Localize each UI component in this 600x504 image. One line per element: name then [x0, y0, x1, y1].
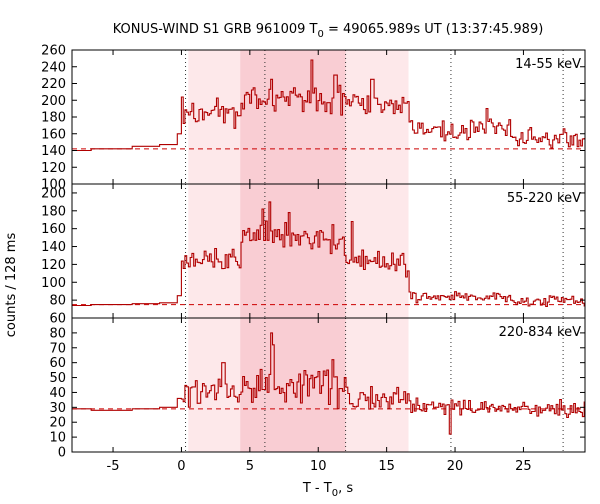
y-tick-label: 10 — [49, 431, 66, 446]
y-tick-label: 80 — [49, 294, 66, 309]
y-axis-label: counts / 128 ms — [4, 233, 19, 338]
x-tick-label: 0 — [177, 459, 185, 474]
y-tick-label: 160 — [41, 127, 66, 142]
y-tick-label: 120 — [41, 161, 66, 176]
y-tick-label: 20 — [49, 416, 66, 431]
y-tick-label: 50 — [49, 371, 66, 386]
y-tick-label: 180 — [41, 111, 66, 126]
x-axis-label-prefix: T - T — [302, 481, 332, 496]
y-tick-label: 60 — [49, 356, 66, 371]
y-tick-label: 200 — [41, 94, 66, 109]
x-tick-label: -5 — [107, 459, 120, 474]
y-tick-label: 30 — [49, 401, 66, 416]
x-tick-label: 10 — [310, 459, 327, 474]
light-curve-series — [72, 201, 585, 307]
energy-band-label: 55-220 keV — [507, 191, 581, 206]
y-tick-label: 180 — [41, 204, 66, 219]
y-tick-label: 160 — [41, 222, 66, 237]
light-curve-series — [72, 332, 585, 435]
x-axis-label-suffix: , s — [338, 481, 353, 496]
y-tick-label: 240 — [41, 60, 66, 75]
chart-title: KONUS-WIND S1 GRB 961009 T0 = 49065.989s… — [113, 22, 544, 40]
y-tick-label: 140 — [41, 144, 66, 159]
panel-frame — [71, 317, 586, 453]
panel-2: 60 80 100 120 140 160 180 200 55-220 keV — [41, 183, 586, 327]
shaded-interval-dark — [240, 50, 346, 184]
energy-band-label: 14-55 keV — [515, 57, 581, 72]
y-tick-label: 40 — [49, 386, 66, 401]
shaded-interval-dark — [240, 318, 346, 452]
y-tick-label: 60 — [49, 312, 66, 327]
y-tick-label: 100 — [41, 276, 66, 291]
chart-title-suffix: = 49065.989s UT (13:37:45.989) — [324, 22, 543, 37]
x-tick-label: 15 — [378, 459, 395, 474]
chart-title-prefix: KONUS-WIND S1 GRB 961009 T — [113, 22, 318, 37]
y-tick-label: 80 — [49, 326, 66, 341]
y-tick-label: 100 — [41, 178, 66, 193]
y-tick-label: 200 — [41, 186, 66, 201]
x-axis-label: T - T0, s — [302, 481, 353, 499]
y-tick-label: 0 — [58, 446, 66, 461]
y-tick-label: 220 — [41, 77, 66, 92]
x-axis-label-sub: 0 — [332, 488, 338, 499]
y-tick-label: 140 — [41, 240, 66, 255]
shaded-interval-dark — [240, 184, 346, 318]
y-tick-label: 120 — [41, 258, 66, 273]
energy-band-label: 220-834 keV — [499, 325, 582, 340]
x-tick-label: 5 — [246, 459, 254, 474]
chart-title-sub: 0 — [317, 29, 323, 40]
x-tick-label: 25 — [515, 459, 532, 474]
y-tick-label: 70 — [49, 341, 66, 356]
x-tick-label: 20 — [447, 459, 464, 474]
y-tick-label: 260 — [41, 44, 66, 59]
light-curve-series — [72, 59, 585, 152]
